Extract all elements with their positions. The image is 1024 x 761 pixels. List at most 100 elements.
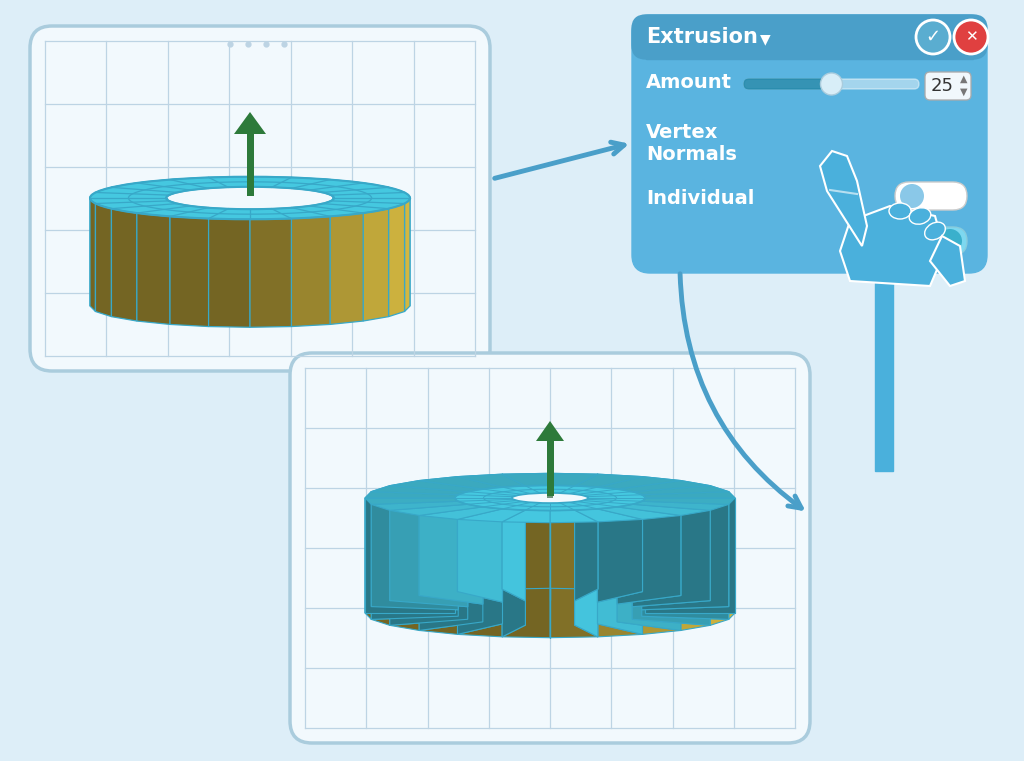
FancyBboxPatch shape (744, 79, 919, 89)
Polygon shape (137, 180, 170, 291)
Polygon shape (404, 193, 410, 306)
Polygon shape (458, 520, 502, 637)
Bar (874, 251, 893, 471)
Text: 25: 25 (931, 77, 953, 95)
Polygon shape (729, 498, 735, 619)
Text: ▲: ▲ (961, 74, 968, 84)
Polygon shape (390, 505, 483, 515)
Text: ✓: ✓ (926, 28, 941, 46)
Polygon shape (419, 507, 483, 630)
Polygon shape (390, 486, 468, 607)
FancyBboxPatch shape (895, 182, 967, 210)
Polygon shape (250, 177, 292, 285)
Polygon shape (404, 198, 410, 311)
Polygon shape (547, 484, 553, 498)
Polygon shape (419, 507, 483, 630)
Polygon shape (632, 505, 711, 626)
Polygon shape (711, 486, 729, 607)
FancyBboxPatch shape (744, 79, 831, 89)
Text: ✕: ✕ (965, 30, 977, 44)
Polygon shape (90, 193, 95, 306)
Ellipse shape (889, 203, 911, 219)
Polygon shape (419, 507, 503, 520)
Polygon shape (372, 505, 390, 626)
Polygon shape (711, 505, 729, 626)
Polygon shape (458, 474, 502, 591)
Polygon shape (209, 218, 250, 327)
Polygon shape (574, 474, 642, 487)
Polygon shape (642, 501, 729, 619)
Ellipse shape (166, 186, 334, 209)
Polygon shape (365, 498, 455, 613)
Polygon shape (372, 501, 468, 511)
FancyBboxPatch shape (925, 72, 971, 100)
Polygon shape (209, 177, 250, 285)
Polygon shape (419, 480, 483, 604)
Polygon shape (642, 515, 681, 635)
Polygon shape (95, 203, 112, 317)
Polygon shape (388, 203, 404, 317)
Polygon shape (390, 480, 483, 492)
Polygon shape (372, 486, 468, 495)
Polygon shape (364, 183, 388, 295)
Polygon shape (550, 473, 598, 486)
Polygon shape (632, 486, 729, 495)
FancyBboxPatch shape (632, 15, 987, 59)
Text: Individual: Individual (646, 189, 755, 209)
Polygon shape (574, 509, 642, 522)
Ellipse shape (90, 177, 410, 219)
Circle shape (916, 20, 950, 54)
Polygon shape (597, 509, 642, 635)
Polygon shape (90, 198, 95, 311)
Polygon shape (292, 177, 330, 288)
Polygon shape (95, 187, 112, 301)
Polygon shape (330, 213, 364, 324)
Polygon shape (234, 112, 266, 134)
Polygon shape (390, 480, 419, 600)
Polygon shape (458, 509, 525, 522)
Polygon shape (681, 480, 711, 600)
Polygon shape (681, 511, 711, 630)
Polygon shape (550, 522, 598, 638)
Polygon shape (632, 501, 729, 511)
Polygon shape (930, 236, 965, 286)
Polygon shape (388, 187, 404, 301)
Text: Vertex
Normals: Vertex Normals (646, 123, 737, 164)
Polygon shape (365, 492, 372, 613)
Circle shape (900, 184, 924, 208)
Polygon shape (502, 522, 550, 638)
Polygon shape (617, 505, 711, 515)
Polygon shape (390, 511, 419, 630)
Polygon shape (390, 505, 468, 626)
Polygon shape (536, 421, 564, 441)
Polygon shape (419, 476, 458, 596)
Polygon shape (419, 476, 503, 489)
Polygon shape (597, 476, 681, 489)
Polygon shape (458, 476, 503, 602)
Polygon shape (247, 139, 253, 196)
Polygon shape (820, 151, 867, 246)
Polygon shape (574, 474, 598, 601)
Circle shape (938, 229, 962, 253)
Polygon shape (502, 474, 525, 601)
Polygon shape (632, 505, 711, 626)
Polygon shape (642, 492, 729, 610)
Polygon shape (502, 473, 550, 589)
Polygon shape (372, 492, 458, 610)
Polygon shape (372, 501, 458, 619)
Polygon shape (597, 509, 642, 635)
Polygon shape (617, 480, 681, 604)
Polygon shape (502, 510, 525, 637)
Polygon shape (112, 209, 137, 321)
Polygon shape (372, 486, 390, 607)
Polygon shape (840, 206, 945, 286)
Polygon shape (365, 492, 458, 498)
FancyBboxPatch shape (30, 26, 490, 371)
Ellipse shape (512, 493, 588, 503)
Polygon shape (390, 505, 468, 626)
Ellipse shape (925, 222, 945, 240)
FancyBboxPatch shape (290, 353, 810, 743)
Polygon shape (645, 498, 735, 613)
Polygon shape (250, 218, 292, 327)
Ellipse shape (455, 486, 645, 511)
